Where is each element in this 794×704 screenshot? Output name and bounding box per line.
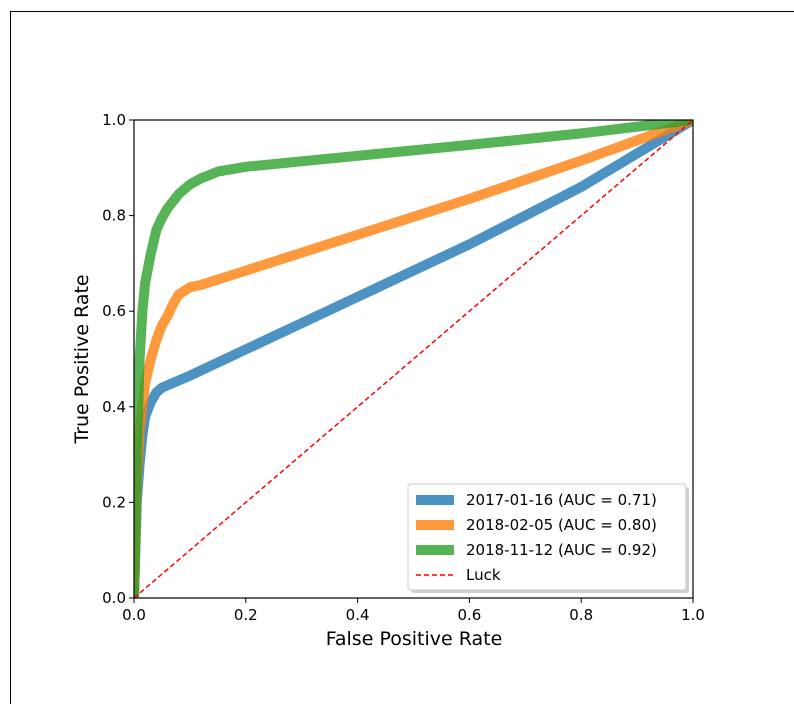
y-tick-label: 0.6	[102, 302, 126, 320]
x-tick-label: 1.0	[681, 606, 705, 624]
series-layer	[134, 120, 693, 598]
x-tick-label: 0.6	[457, 606, 481, 624]
y-tick-label: 0.4	[102, 398, 126, 416]
legend-label: 2017-01-16 (AUC = 0.71)	[466, 491, 657, 509]
x-tick-label: 0.8	[569, 606, 593, 624]
y-axis-ticks: 0.0 0.2 0.4 0.6 0.8 1.0	[102, 111, 134, 607]
legend-label: 2018-11-12 (AUC = 0.92)	[466, 541, 657, 559]
x-axis-ticks: 0.0 0.2 0.4 0.6 0.8 1.0	[122, 598, 705, 624]
x-tick-label: 0.0	[122, 606, 146, 624]
y-axis-label: True Positive Rate	[71, 274, 93, 444]
luck-reference-line	[134, 120, 693, 598]
y-tick-label: 0.0	[102, 589, 126, 607]
x-tick-label: 0.4	[346, 606, 370, 624]
roc-curve-3	[134, 120, 693, 598]
y-tick-label: 0.8	[102, 207, 126, 225]
x-tick-label: 0.2	[234, 606, 258, 624]
y-tick-label: 0.2	[102, 493, 126, 511]
x-axis-label: False Positive Rate	[326, 628, 503, 650]
legend-label: Luck	[466, 566, 501, 584]
figure-frame	[10, 11, 794, 704]
legend: 2017-01-16 (AUC = 0.71) 2018-02-05 (AUC =…	[407, 483, 689, 593]
legend-label: 2018-02-05 (AUC = 0.80)	[466, 516, 657, 534]
legend-box	[407, 483, 687, 591]
plot-area-frame	[133, 119, 694, 599]
y-tick-label: 1.0	[102, 111, 126, 129]
